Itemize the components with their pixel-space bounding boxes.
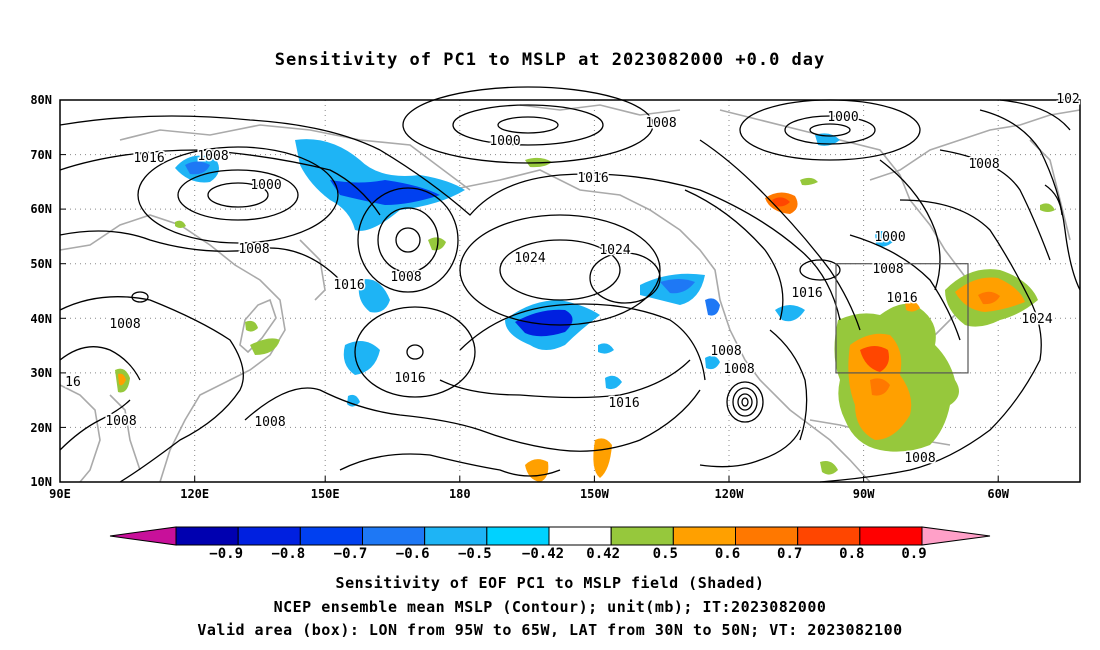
colorbar-tick-label: 0.8	[839, 546, 864, 562]
contour-label: 1008	[968, 157, 999, 172]
contour-label: 1000	[827, 110, 858, 125]
contour-label: 1024	[514, 251, 545, 266]
contour-label: 1016	[577, 171, 608, 186]
lon-label: 150W	[580, 487, 610, 501]
lat-label: 10N	[30, 475, 52, 489]
lat-label: 30N	[30, 366, 52, 380]
lon-label: 60W	[987, 487, 1009, 501]
colorbar-tick-label: 0.7	[777, 546, 802, 562]
colorbar-segment	[362, 526, 426, 546]
colorbar-tick-label: −0.5	[458, 546, 492, 562]
contour-label: 1008	[723, 362, 754, 377]
contour-label: 1008	[254, 415, 285, 430]
contour-label: 1000	[250, 178, 281, 193]
lon-label: 150E	[311, 487, 340, 501]
colorbar-tick-label: −0.42	[522, 546, 564, 562]
colorbar	[109, 526, 991, 546]
lat-axis: 80N 70N 60N 50N 40N 30N 20N 10N	[30, 93, 52, 489]
lon-label: 90W	[853, 487, 875, 501]
lon-label: 120E	[180, 487, 209, 501]
colorbar-segment	[424, 526, 488, 546]
colorbar-tick-label: −0.6	[396, 546, 430, 562]
colorbar-tick-label: 0.6	[715, 546, 740, 562]
valid-area-box	[835, 263, 969, 374]
contour-label: 1008	[109, 317, 140, 332]
plot-frame	[59, 99, 1081, 483]
caption-line-1: Sensitivity of EOF PC1 to MSLP field (Sh…	[335, 574, 765, 592]
colorbar-segment	[859, 526, 923, 546]
contour-label: 1008	[238, 242, 269, 257]
contour-label: 1008	[872, 262, 903, 277]
contour-label: 1008	[904, 451, 935, 466]
lat-label: 70N	[30, 148, 52, 162]
colorbar-tick-label: 0.42	[586, 546, 620, 562]
figure-title: Sensitivity of PC1 to MSLP at 2023082000…	[274, 50, 826, 70]
colorbar-tick-label: −0.8	[271, 546, 305, 562]
mslp-contours	[59, 86, 1081, 483]
colorbar-segment	[486, 526, 550, 546]
contour-label: 1008	[105, 414, 136, 429]
contour-label: 1016	[886, 291, 917, 306]
caption-line-3: Valid area (box): LON from 95W to 65W, L…	[197, 621, 903, 639]
contour-label: 1008	[645, 116, 676, 131]
colorbar-segment	[299, 526, 364, 546]
caption-line-2: NCEP ensemble mean MSLP (Contour); unit(…	[273, 598, 827, 616]
colorbar-extend-high	[921, 526, 991, 546]
contour-label: 1008	[710, 344, 741, 359]
contour-label: 16	[65, 375, 81, 390]
lat-label: 50N	[30, 257, 52, 271]
contour-label: 1016	[791, 286, 822, 301]
contour-label: 102	[1056, 92, 1079, 107]
lat-label: 20N	[30, 421, 52, 435]
colorbar-extend-low	[109, 526, 177, 546]
colorbar-segment	[237, 526, 301, 546]
colorbar-segment	[672, 526, 736, 546]
contour-label: 1024	[599, 243, 630, 258]
lon-label: 120W	[715, 487, 745, 501]
colorbar-segment	[610, 526, 674, 546]
colorbar-segment	[797, 526, 861, 546]
contour-label: 1016	[133, 151, 164, 166]
colorbar-tick-label: 0.5	[653, 546, 678, 562]
contour-label: 1024	[1021, 312, 1052, 327]
colorbar-tick-label: 0.9	[901, 546, 926, 562]
lon-label: 90E	[49, 487, 71, 501]
contour-label: 1016	[333, 278, 364, 293]
colorbar-tick-label: −0.9	[209, 546, 243, 562]
lon-label: 180	[449, 487, 471, 501]
lat-label: 80N	[30, 93, 52, 107]
axis-ticks	[59, 99, 999, 483]
lon-axis: 90E 120E 150E 180 150W 120W 90W 60W	[49, 487, 1010, 501]
colorbar-segment	[175, 526, 239, 546]
contour-label: 1000	[874, 230, 905, 245]
colorbar-labels: −0.9 −0.8 −0.7 −0.6 −0.5 −0.42 0.42 0.5 0.6 0.7 0.…	[209, 546, 926, 562]
negative-sensitivity-shading	[175, 133, 895, 407]
contour-label: 1000	[489, 134, 520, 149]
colorbar-segment	[735, 526, 799, 546]
colorbar-tick-label: −0.7	[334, 546, 368, 562]
colorbar-segment	[548, 526, 612, 546]
contour-label: 1016	[394, 371, 425, 386]
lat-label: 60N	[30, 202, 52, 216]
contour-label: 1008	[197, 149, 228, 164]
lat-label: 40N	[30, 312, 52, 326]
contour-labels: 1000 1000 1000 1000 1008 1008 1008 1008 1008 1008…	[64, 91, 1082, 468]
contour-label: 1008	[390, 270, 421, 285]
contour-label: 1016	[608, 396, 639, 411]
